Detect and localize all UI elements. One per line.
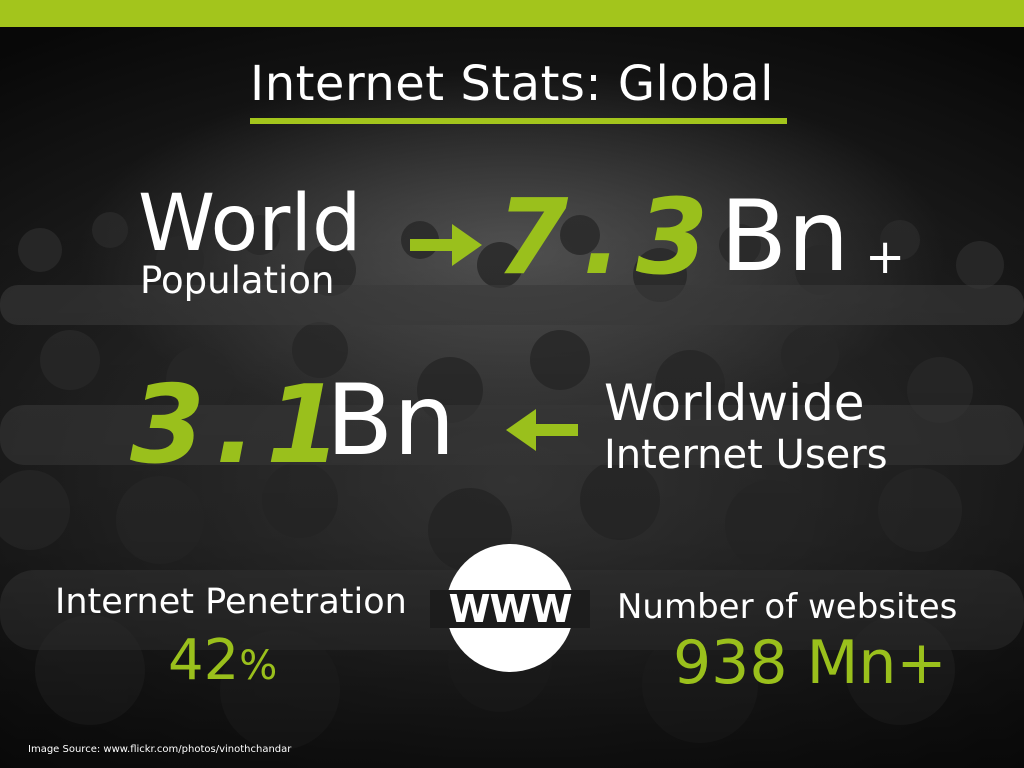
world-population-label-line2: Population [140, 259, 335, 302]
top-accent-bar [0, 0, 1024, 27]
internet-penetration-value: 42% [168, 633, 277, 689]
image-source-caption: Image Source: www.flickr.com/photos/vino… [28, 744, 292, 755]
websites-label: Number of websites [617, 587, 958, 627]
world-population-value: 7.3 [496, 176, 723, 298]
arrow-left-icon [506, 409, 578, 451]
internet-users-value: 3.1 [130, 363, 352, 488]
internet-users-label-line1: Worldwide [604, 374, 865, 432]
arrow-right-icon [410, 224, 482, 266]
internet-penetration-unit: % [239, 643, 278, 689]
internet-users-unit: Bn [326, 364, 456, 478]
world-population-unit: Bn [720, 180, 850, 294]
www-globe-icon: WWW [430, 544, 590, 672]
world-population-suffix: + [865, 229, 906, 285]
slide-title: Internet Stats: Global [250, 56, 774, 112]
title-underline [250, 118, 787, 124]
internet-users-label-line2: Internet Users [604, 432, 888, 478]
websites-value: 938 Mn+ [673, 628, 947, 698]
www-badge-text: WWW [449, 587, 572, 631]
internet-penetration-number: 42 [168, 628, 240, 693]
internet-penetration-label: Internet Penetration [55, 582, 407, 622]
world-population-label-line1: World [138, 179, 362, 269]
